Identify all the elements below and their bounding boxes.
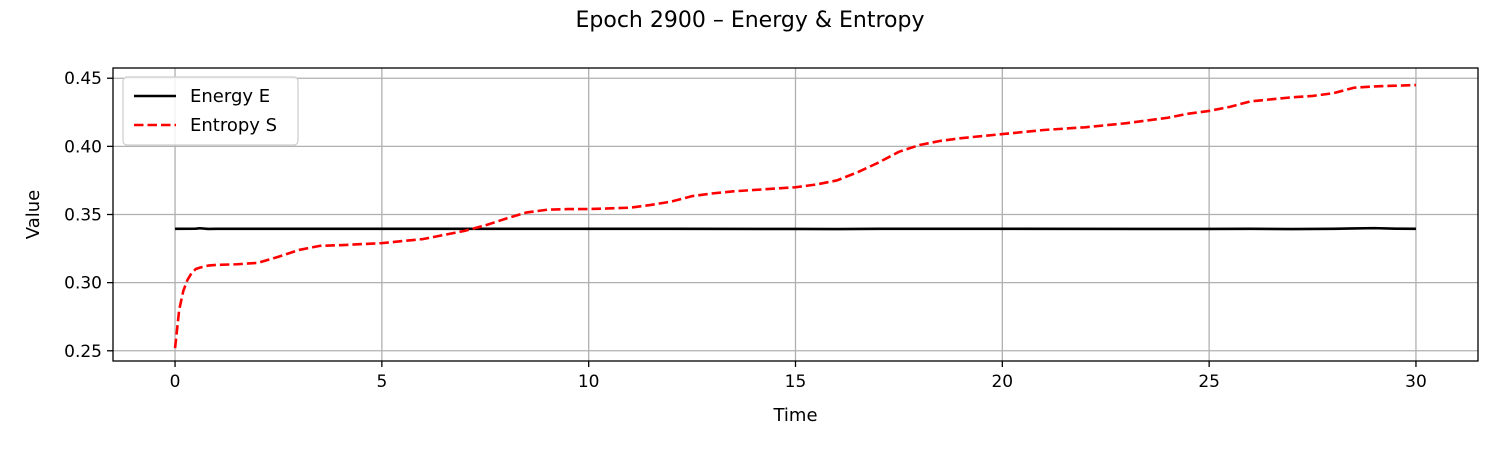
- series-line-entropy: [173, 83, 1416, 349]
- chart-title: Epoch 2900 – Energy & Entropy: [576, 8, 925, 33]
- grid: [113, 68, 1478, 361]
- series-line-energy: [175, 226, 1416, 231]
- legend-label-entropy: Entropy S: [190, 115, 277, 136]
- y-tick-label-3: 0.40: [64, 137, 102, 157]
- y-tick-label-2: 0.35: [64, 206, 102, 226]
- x-tick-label-3: 15: [785, 372, 807, 392]
- x-tick-label-5: 25: [1198, 372, 1220, 392]
- y-axis-label: Value: [23, 190, 44, 239]
- legend-label-energy: Energy E: [190, 86, 270, 107]
- axis-ticks: 0 5 10 15 20 25 30 0.25 0.30 0.35 0.40 0.45: [64, 69, 1427, 392]
- x-tick-label-0: 0: [170, 372, 181, 392]
- y-tick-label-1: 0.30: [64, 274, 102, 294]
- legend: Energy E Entropy S: [122, 76, 299, 146]
- x-axis-label: Time: [772, 405, 817, 426]
- x-tick-label-6: 30: [1405, 372, 1427, 392]
- legend-box: [122, 76, 299, 146]
- x-tick-label-1: 5: [376, 372, 387, 392]
- y-tick-label-0: 0.25: [64, 342, 102, 362]
- y-tick-label-4: 0.45: [64, 69, 102, 89]
- x-tick-label-2: 10: [578, 372, 600, 392]
- series-lines: [173, 83, 1416, 349]
- x-tick-label-4: 20: [991, 372, 1013, 392]
